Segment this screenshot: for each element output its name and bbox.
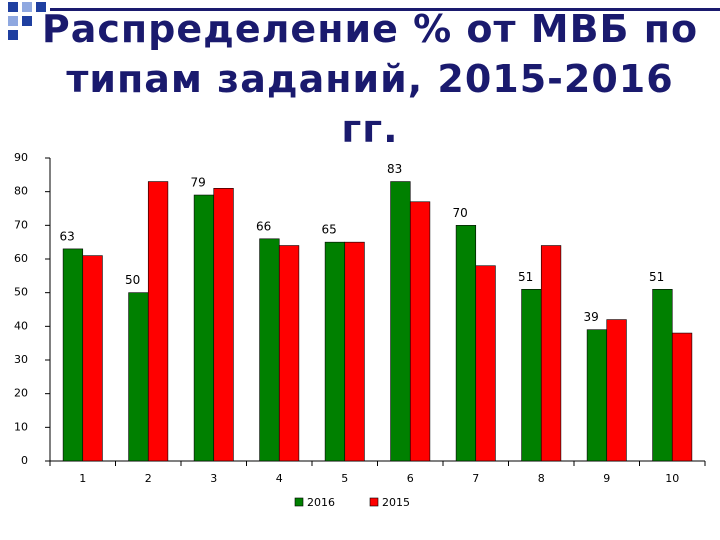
x-tick-label: 2 <box>145 472 152 485</box>
data-label: 63 <box>59 229 74 243</box>
bar <box>606 319 627 462</box>
bar <box>213 188 234 462</box>
data-label: 79 <box>190 176 205 190</box>
y-tick-label: 0 <box>21 454 28 467</box>
data-label: 83 <box>387 162 402 176</box>
x-tick-label: 1 <box>79 472 86 485</box>
x-tick-label: 3 <box>210 472 217 485</box>
bar <box>671 332 693 462</box>
decoration <box>8 2 720 40</box>
data-label: 70 <box>452 206 467 220</box>
bar <box>586 329 608 462</box>
x-tick-label: 10 <box>665 472 679 485</box>
legend-label: 2015 <box>382 496 410 509</box>
chart-title: Распределение % от МВБ по типам заданий,… <box>41 7 699 151</box>
y-tick-label: 70 <box>14 218 28 231</box>
x-tick-label: 5 <box>341 472 348 485</box>
bar <box>259 238 280 462</box>
x-tick-label: 9 <box>603 472 610 485</box>
y-tick-label: 10 <box>14 420 28 433</box>
data-label: 51 <box>649 270 664 284</box>
y-tick-label: 20 <box>14 387 28 400</box>
legend-label: 2016 <box>307 496 335 509</box>
bar <box>62 248 84 462</box>
y-tick-label: 40 <box>14 319 28 332</box>
bar <box>652 288 673 462</box>
bar <box>82 255 103 462</box>
legend-swatch <box>294 497 304 507</box>
bar <box>390 181 411 462</box>
y-tick-label: 90 <box>14 151 28 164</box>
x-tick-label: 6 <box>407 472 414 485</box>
bar <box>147 181 169 462</box>
data-label: 65 <box>321 223 336 237</box>
y-tick-label: 80 <box>14 185 28 198</box>
bar <box>409 201 431 462</box>
data-label: 51 <box>518 270 533 284</box>
y-tick-label: 60 <box>14 252 28 265</box>
data-label: 39 <box>583 310 598 324</box>
bar <box>128 292 149 462</box>
bar <box>193 194 215 462</box>
bar <box>521 288 542 462</box>
bar <box>278 245 300 462</box>
x-tick-label: 7 <box>472 472 479 485</box>
y-tick-label: 50 <box>14 286 28 299</box>
bar <box>344 241 365 462</box>
data-label: 50 <box>125 273 140 287</box>
legend-swatch <box>369 497 379 507</box>
bar <box>475 265 496 462</box>
bar <box>540 245 562 462</box>
x-tick-label: 8 <box>538 472 545 485</box>
x-tick-label: 4 <box>276 472 283 485</box>
y-tick-label: 30 <box>14 353 28 366</box>
bar <box>455 225 477 462</box>
data-label: 66 <box>256 219 271 233</box>
bar <box>324 241 346 462</box>
